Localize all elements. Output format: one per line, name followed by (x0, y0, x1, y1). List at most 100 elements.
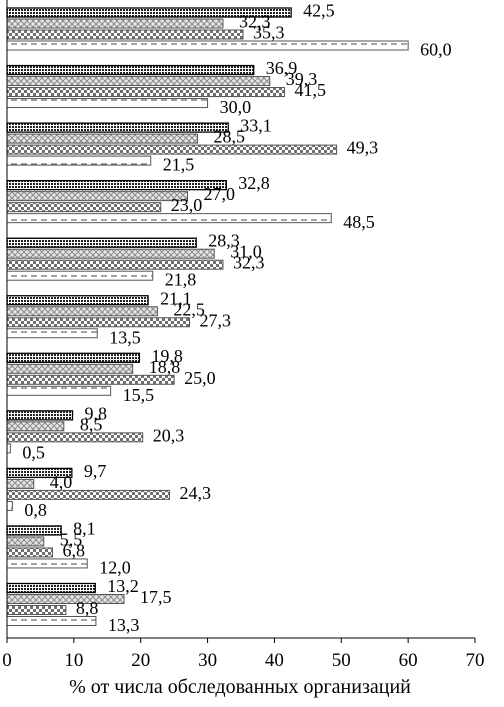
bar (6, 547, 53, 558)
x-tick-label: 60 (399, 650, 418, 671)
bar (6, 155, 152, 166)
data-label: 9,8 (85, 403, 108, 423)
data-label: 8,5 (80, 414, 103, 434)
data-label: 25,0 (184, 368, 216, 388)
data-label: 41,5 (294, 80, 326, 100)
bar (6, 87, 285, 98)
data-label: 0,5 (22, 442, 45, 462)
x-tick-label: 40 (265, 650, 284, 671)
bar (6, 202, 162, 213)
data-label: 27,3 (200, 310, 232, 330)
bar (6, 385, 112, 396)
bar (6, 478, 35, 489)
data-label: 32,3 (233, 253, 265, 273)
bar (6, 144, 338, 155)
data-label: 19,8 (151, 346, 183, 366)
bar (6, 410, 74, 421)
category-group: 8,15,56,8 12,0 (6, 518, 131, 577)
x-tick-label: 70 (466, 650, 485, 671)
bar (6, 133, 199, 144)
bar (6, 616, 97, 626)
data-label: 42,5 (303, 1, 335, 21)
data-label: 15,5 (123, 385, 155, 405)
category-group: 13,217,5 8,8 13,3 (6, 576, 172, 635)
data-label: 32,8 (238, 173, 270, 193)
bar (6, 237, 197, 248)
x-tick-labels: 0 10 20 30 40 50 60 70 (2, 638, 485, 671)
bar (6, 76, 271, 87)
bar (6, 295, 149, 306)
data-label: 21,5 (163, 155, 195, 175)
data-label: 8,8 (76, 598, 99, 618)
data-label: 17,5 (140, 587, 172, 607)
bar (6, 421, 65, 432)
plot-area: 42,532,335,360,036,939,341,530,033,128,5… (6, 1, 452, 635)
bar (6, 443, 11, 454)
data-label: 13,2 (107, 576, 139, 596)
bar (6, 259, 224, 270)
bar (6, 213, 332, 224)
data-label: 60,0 (420, 40, 452, 60)
data-label: 33,1 (240, 116, 272, 136)
bar (6, 18, 224, 29)
bar (6, 525, 62, 536)
data-label: 21,8 (165, 270, 197, 290)
bar (6, 489, 170, 500)
data-label: 21,1 (160, 288, 192, 308)
data-label: 5,5 (60, 529, 82, 549)
bar (6, 317, 191, 328)
x-tick-label: 10 (64, 650, 83, 671)
bar (6, 536, 45, 547)
bar (6, 270, 154, 281)
x-axis: 0 10 20 30 40 50 60 70 % от числа обследованных… (2, 637, 485, 698)
data-label: 20,3 (153, 425, 185, 445)
data-label: 48,5 (343, 212, 375, 232)
category-group: 28,331,032,3 21,8 (6, 231, 265, 290)
category-group: 9,7 4,0 24,3 0,8 (6, 461, 211, 520)
data-label: 24,3 (179, 483, 211, 503)
data-label: 9,7 (84, 461, 107, 481)
x-tick-label: 0 (2, 650, 12, 671)
bar (6, 605, 67, 615)
data-label: 30,0 (220, 97, 252, 117)
bar (6, 191, 189, 202)
data-label: 27,0 (204, 184, 236, 204)
category-group: 9,88,5 20,3 0,5 (6, 403, 185, 462)
data-label: 35,3 (253, 23, 285, 43)
data-label: 32,3 (239, 12, 271, 32)
data-label: 39,3 (286, 69, 318, 89)
bar (6, 98, 209, 109)
x-axis-title: % от числа обследованных организаций (69, 676, 411, 698)
x-tick-label: 30 (198, 650, 217, 671)
bar (6, 29, 244, 40)
data-label: 18,8 (149, 357, 181, 377)
x-tick-label: 50 (332, 650, 351, 671)
data-label: 6,8 (62, 540, 85, 560)
x-tick-label: 20 (131, 650, 150, 671)
data-label: 4,0 (50, 472, 73, 492)
category-group: 33,128,5 49,3 21,5 (6, 116, 379, 175)
data-label: 23,0 (171, 195, 203, 215)
bar (6, 582, 96, 594)
category-group: 36,939,341,5 30,0 (6, 58, 326, 117)
bar (6, 363, 134, 374)
category-group: 42,5 32,335,3 60,0 (6, 1, 452, 60)
data-label: 22,5 (173, 299, 205, 319)
bar (6, 352, 141, 363)
data-label: 28,3 (208, 231, 240, 251)
bar (6, 248, 215, 259)
bar (6, 179, 227, 191)
bar (6, 328, 98, 339)
data-label: 12,0 (99, 557, 131, 577)
bar (6, 374, 175, 385)
bar (6, 500, 13, 511)
bar (6, 64, 255, 76)
data-label: 13,5 (109, 327, 141, 347)
data-label: 49,3 (347, 138, 379, 158)
bar (6, 306, 158, 317)
category-group: 19,818,825,0 15,5 (6, 346, 216, 405)
data-label: 0,8 (24, 500, 47, 520)
category-group: 21,122,527,3 13,5 (6, 288, 232, 347)
